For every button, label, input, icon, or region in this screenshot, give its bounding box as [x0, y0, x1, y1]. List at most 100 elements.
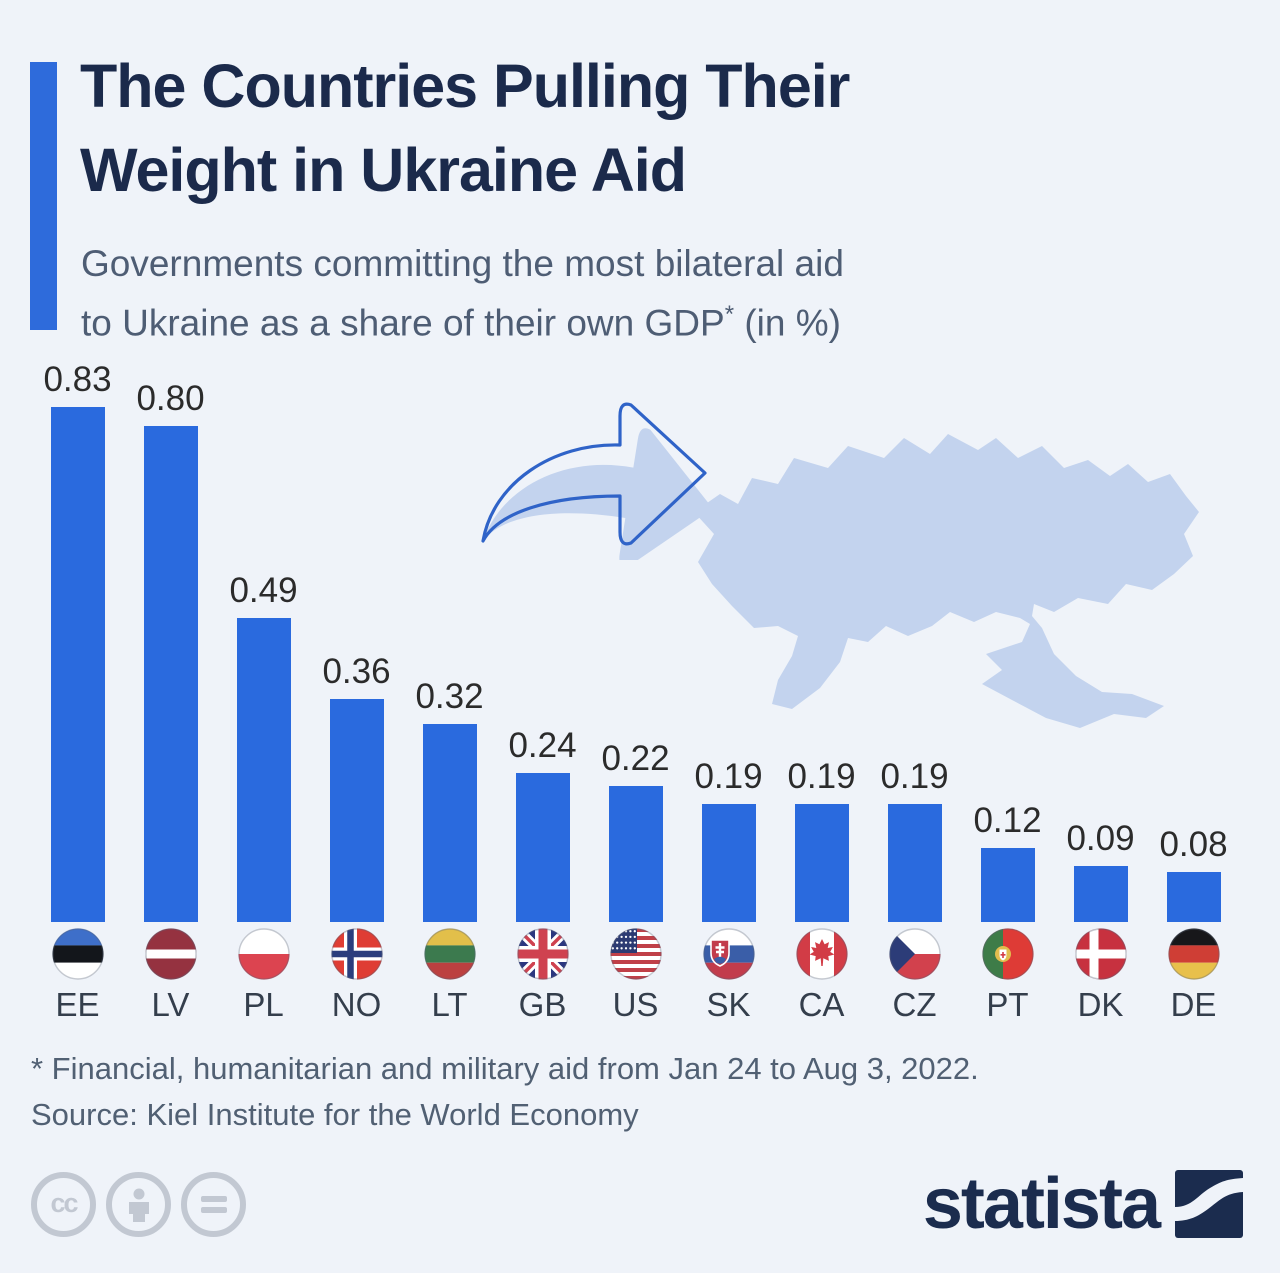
subtitle-line2: to Ukraine as a share of their own GDP [81, 302, 725, 344]
czechia-flag-icon [888, 928, 941, 980]
slovakia-flag-icon [702, 928, 755, 980]
bar-pt [980, 848, 1035, 922]
latvia-flag-icon [144, 928, 197, 980]
bar-column-dk: 0.09 DK [1054, 360, 1147, 1022]
bar-value-label: 0.80 [136, 379, 205, 418]
united-kingdom-flag-icon [516, 928, 569, 980]
bar-sk [701, 804, 756, 922]
ukraine-map [680, 414, 1200, 744]
bar-area: 0.19 [694, 360, 763, 922]
denmark-flag-icon [1074, 928, 1127, 980]
bar-area: 0.83 [43, 360, 112, 922]
equals-icon [181, 1172, 246, 1237]
bar-column-lt: 0.32 LT [403, 360, 496, 1022]
country-code-label: CZ [892, 986, 937, 1023]
bar-column-cz: 0.19 CZ [868, 360, 961, 1022]
page-title: The Countries Pulling Their Weight in Uk… [80, 44, 1180, 212]
country-code-label: CA [798, 986, 845, 1023]
country-code-label: SK [706, 986, 751, 1023]
country-code-label: LT [431, 986, 468, 1023]
bar-ee [50, 407, 105, 922]
bar-value-label: 0.24 [508, 726, 577, 765]
bar-lt [422, 724, 477, 922]
bar-value-label: 0.08 [1159, 825, 1228, 864]
bar-column-pl: 0.49 PL [217, 360, 310, 1022]
bar-value-label: 0.22 [601, 739, 670, 778]
bar-area: 0.80 [136, 360, 205, 922]
curved-arrow-icon [481, 402, 713, 567]
bar-area: 0.09 [1066, 360, 1135, 922]
germany-flag-icon [1167, 928, 1220, 980]
cc-icon: cc [31, 1172, 96, 1237]
chart-source: Source: Kiel Institute for the World Eco… [31, 1097, 639, 1132]
bar-area: 0.36 [322, 360, 391, 922]
statista-branding: statista [923, 1168, 1243, 1240]
bar-cz [887, 804, 942, 922]
curved-arrow [478, 388, 730, 567]
country-code-label: GB [518, 986, 567, 1023]
bar-lv [143, 426, 198, 922]
bar-column-pt: 0.12 PT [961, 360, 1054, 1022]
subtitle-line2-end: (in %) [734, 302, 841, 344]
page-subtitle: Governments committing the most bilatera… [81, 238, 1081, 348]
bar-gb [515, 773, 570, 922]
bar-column-de: 0.08 DE [1147, 360, 1240, 1022]
bar-pl [236, 618, 291, 922]
bar-value-label: 0.12 [973, 801, 1042, 840]
country-code-label: LV [151, 986, 190, 1023]
statista-logo-text: statista [922, 1164, 1161, 1244]
attribution-person-icon [106, 1172, 171, 1237]
title-line1: The Countries Pulling Their [80, 52, 850, 120]
country-code-label: NO [331, 986, 382, 1023]
bar-area: 0.24 [508, 360, 577, 922]
subtitle-line1: Governments committing the most bilatera… [81, 243, 844, 284]
bar-area: 0.32 [415, 360, 484, 922]
bar-area: 0.08 [1159, 360, 1228, 922]
country-code-label: EE [55, 986, 100, 1023]
country-code-label: US [612, 986, 659, 1023]
footnote-asterisk: * [724, 301, 735, 328]
united-states-flag-icon [609, 928, 662, 980]
bar-de [1166, 872, 1221, 922]
bar-value-label: 0.32 [415, 677, 484, 716]
bar-value-label: 0.19 [694, 757, 763, 796]
bar-no [329, 699, 384, 922]
country-code-label: DE [1170, 986, 1217, 1023]
bar-dk [1073, 866, 1128, 922]
bar-value-label: 0.19 [787, 757, 856, 796]
bar-chart: 0.83 EE 0.80 LV 0.49 PL 0.36 NO 0.32 LT 0.24 … [31, 360, 1240, 1022]
bar-column-no: 0.36 NO [310, 360, 403, 1022]
bar-us [608, 786, 663, 922]
bar-area: 0.19 [787, 360, 856, 922]
poland-flag-icon [237, 928, 290, 980]
bar-area: 0.49 [229, 360, 298, 922]
bar-area: 0.12 [973, 360, 1042, 922]
bar-ca [794, 804, 849, 922]
portugal-flag-icon [981, 928, 1034, 980]
bar-column-ee: 0.83 EE [31, 360, 124, 1022]
canada-flag-icon [795, 928, 848, 980]
title-line2: Weight in Ukraine Aid [80, 136, 687, 204]
bar-column-gb: 0.24 GB [496, 360, 589, 1022]
bar-column-us: 0.22 US [589, 360, 682, 1022]
chart-footnote: * Financial, humanitarian and military a… [31, 1051, 979, 1086]
license-icons: cc [31, 1172, 246, 1237]
ukraine-map-icon [694, 434, 1199, 728]
bar-column-lv: 0.80 LV [124, 360, 217, 1022]
bar-column-ca: 0.19 CA [775, 360, 868, 1022]
bar-value-label: 0.19 [880, 757, 949, 796]
bar-area: 0.22 [601, 360, 670, 922]
bar-column-sk: 0.19 SK [682, 360, 775, 1022]
bar-value-label: 0.83 [43, 360, 112, 399]
bar-value-label: 0.09 [1066, 819, 1135, 858]
bar-value-label: 0.36 [322, 652, 391, 691]
country-code-label: PT [986, 986, 1029, 1023]
bar-value-label: 0.49 [229, 571, 298, 610]
lithuania-flag-icon [423, 928, 476, 980]
country-code-label: PL [243, 986, 284, 1023]
estonia-flag-icon [51, 928, 104, 980]
country-code-label: DK [1077, 986, 1124, 1023]
statista-swoosh-icon [1175, 1170, 1243, 1238]
norway-flag-icon [330, 928, 383, 980]
